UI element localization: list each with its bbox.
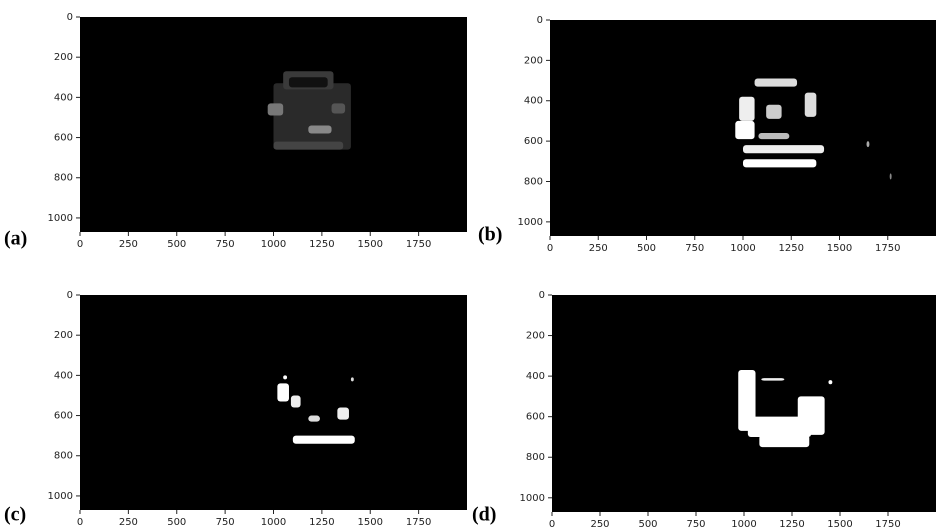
y-tick-label: 1000	[48, 213, 73, 224]
x-tick-label: 0	[77, 517, 83, 528]
image-blob	[743, 159, 816, 167]
image-blob	[283, 375, 287, 379]
y-tick-label: 1000	[518, 217, 543, 228]
image-blob	[274, 83, 351, 149]
x-tick-label: 1000	[261, 517, 286, 528]
y-tick-label: 0	[67, 290, 73, 301]
x-tick-label: 1750	[875, 519, 900, 530]
image-blob	[351, 377, 354, 381]
y-tick-label: 600	[524, 136, 543, 147]
x-tick-label: 250	[589, 243, 608, 254]
y-tick-label: 600	[54, 411, 73, 422]
image-blob	[735, 121, 754, 139]
image-blob	[743, 145, 824, 153]
image-blob	[337, 408, 349, 420]
image-blob	[277, 383, 289, 401]
y-tick-label: 600	[526, 412, 545, 423]
image-blob	[332, 103, 346, 113]
panel-label: (b)	[478, 224, 502, 246]
x-tick-label: 1000	[261, 239, 286, 250]
image-blob	[828, 380, 832, 384]
image-blob	[755, 79, 797, 87]
y-tick-label: 200	[54, 52, 73, 63]
panel: 0 250 500 750 1000 1250 1500 1750 0 200 400 600 800 1…	[472, 290, 936, 530]
x-tick-label: 0	[549, 519, 555, 530]
x-tick-label: 750	[685, 243, 704, 254]
x-tick-label: 1750	[406, 239, 431, 250]
image-blob	[739, 97, 754, 121]
x-tick-label: 1250	[779, 243, 804, 254]
image-blob	[890, 173, 892, 179]
y-tick-label: 200	[54, 330, 73, 341]
image-blob	[805, 93, 817, 117]
x-tick-label: 500	[637, 243, 656, 254]
y-tick-label: 1000	[520, 493, 545, 504]
panel-label: (d)	[472, 504, 496, 526]
y-tick-label: 400	[54, 92, 73, 103]
x-tick-label: 1750	[875, 243, 900, 254]
y-tick-label: 800	[54, 451, 73, 462]
x-tick-label: 1500	[358, 239, 383, 250]
x-tick-label: 1500	[358, 517, 383, 528]
x-tick-label: 750	[216, 517, 235, 528]
x-tick-label: 0	[77, 239, 83, 250]
y-tick-label: 800	[524, 176, 543, 187]
y-tick-label: 0	[67, 12, 73, 23]
image-blob	[274, 142, 344, 150]
image-blob	[268, 103, 283, 115]
y-tick-label: 400	[526, 371, 545, 382]
x-tick-label: 250	[590, 519, 609, 530]
image-blob	[308, 416, 320, 422]
x-tick-label: 250	[119, 517, 138, 528]
y-tick-label: 200	[524, 55, 543, 66]
x-tick-label: 1250	[779, 519, 804, 530]
image-blob	[867, 141, 870, 147]
image-blob	[293, 436, 355, 444]
panel: 0 250 500 750 1000 1250 1500 1750 0 200 400 600 800 1…	[4, 12, 467, 250]
y-tick-label: 0	[539, 290, 545, 301]
x-tick-label: 0	[547, 243, 553, 254]
x-tick-label: 1000	[731, 519, 756, 530]
x-tick-label: 750	[686, 519, 705, 530]
image-blob	[291, 395, 301, 407]
x-tick-label: 1500	[827, 243, 852, 254]
y-tick-label: 800	[54, 173, 73, 184]
x-tick-label: 500	[638, 519, 657, 530]
x-tick-label: 1000	[730, 243, 755, 254]
x-tick-label: 1750	[406, 517, 431, 528]
image-blob	[759, 435, 809, 447]
panel-label: (a)	[4, 228, 27, 250]
x-tick-label: 1250	[309, 239, 334, 250]
x-tick-label: 250	[119, 239, 138, 250]
image-blob	[766, 105, 781, 119]
image-blob	[798, 396, 825, 435]
image-area	[80, 295, 467, 510]
panel: 0 250 500 750 1000 1250 1500 1750 0 200 400 600 800 1…	[478, 15, 936, 254]
image-blob	[308, 126, 331, 134]
image-blob	[289, 77, 328, 87]
x-tick-label: 750	[216, 239, 235, 250]
y-tick-label: 400	[54, 370, 73, 381]
y-tick-label: 1000	[48, 491, 73, 502]
y-tick-label: 800	[526, 452, 545, 463]
panel: 0 250 500 750 1000 1250 1500 1750 0 200 400 600 800 1…	[4, 290, 467, 528]
image-blob	[761, 378, 784, 380]
x-tick-label: 500	[167, 239, 186, 250]
figure: 0 250 500 750 1000 1250 1500 1750 0 200 400 600 800 1…	[0, 0, 938, 530]
image-blob	[758, 133, 789, 139]
x-tick-label: 500	[167, 517, 186, 528]
y-tick-label: 0	[537, 15, 543, 26]
x-tick-label: 1500	[827, 519, 852, 530]
x-tick-label: 1250	[309, 517, 334, 528]
y-tick-label: 200	[526, 331, 545, 342]
y-tick-label: 600	[54, 133, 73, 144]
y-tick-label: 400	[524, 96, 543, 107]
panel-label: (c)	[4, 504, 26, 526]
